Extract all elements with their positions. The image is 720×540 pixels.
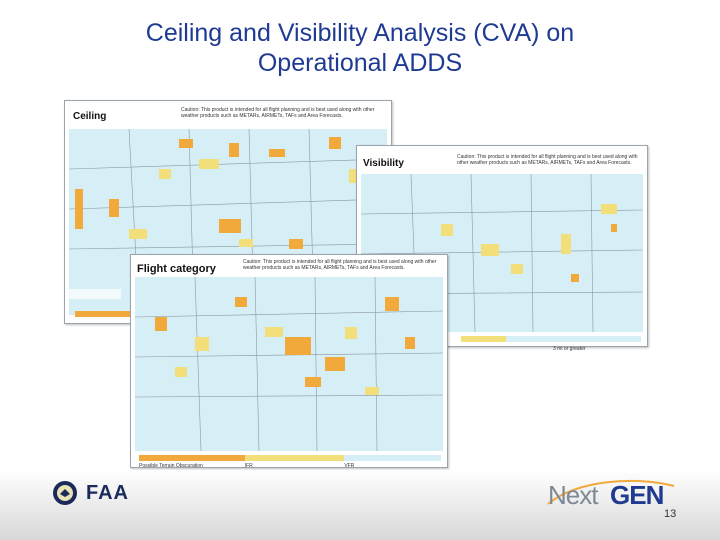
ceiling-caution: Caution: This product is intended for al… — [181, 107, 375, 119]
slide-title: Ceiling and Visibility Analysis (CVA) on… — [0, 18, 720, 78]
page-number: 13 — [664, 508, 677, 520]
faa-logo: FAA — [52, 480, 129, 506]
visibility-legend-bar — [461, 336, 641, 342]
flight-category-label: Flight category — [137, 263, 216, 275]
nextgen-next-text: Next — [548, 480, 598, 510]
flight-category-map — [135, 277, 443, 451]
nextgen-logo: Next GEN — [546, 476, 676, 516]
slide-title-line-1: Ceiling and Visibility Analysis (CVA) on — [145, 19, 575, 47]
faa-seal-icon — [53, 481, 77, 505]
slide-title-line-2: Operational ADDS — [257, 49, 463, 77]
visibility-label: Visibility — [363, 158, 404, 169]
legend-label-ifr: IFR — [244, 463, 253, 469]
footer-band — [0, 470, 720, 540]
visibility-legend-label: 3 mi or greater — [553, 346, 586, 352]
flight-category-legend-bar — [139, 455, 441, 461]
ceiling-legend-bar — [75, 311, 135, 317]
ceiling-label: Ceiling — [73, 111, 107, 122]
flight-category-panel: Flight category Caution: This product is… — [130, 254, 448, 469]
ceiling-panel: Ceiling Caution: This product is intende… — [64, 100, 392, 324]
faa-text: FAA — [86, 481, 129, 504]
nextgen-gen-text: GEN — [610, 480, 664, 510]
flight-category-caution: Caution: This product is intended for al… — [243, 259, 437, 271]
legend-label-terrain: Possible Terrain Obscuration — [139, 463, 203, 469]
nextgen-swoosh-icon — [547, 479, 675, 505]
legend-label-vfr: VFR — [344, 463, 355, 469]
flight-category-legend-labels: Possible Terrain Obscuration IFR VFR — [139, 463, 441, 469]
visibility-caution: Caution: This product is intended for al… — [457, 154, 638, 166]
visibility-panel: Visibility Caution: This product is inte… — [356, 145, 648, 352]
